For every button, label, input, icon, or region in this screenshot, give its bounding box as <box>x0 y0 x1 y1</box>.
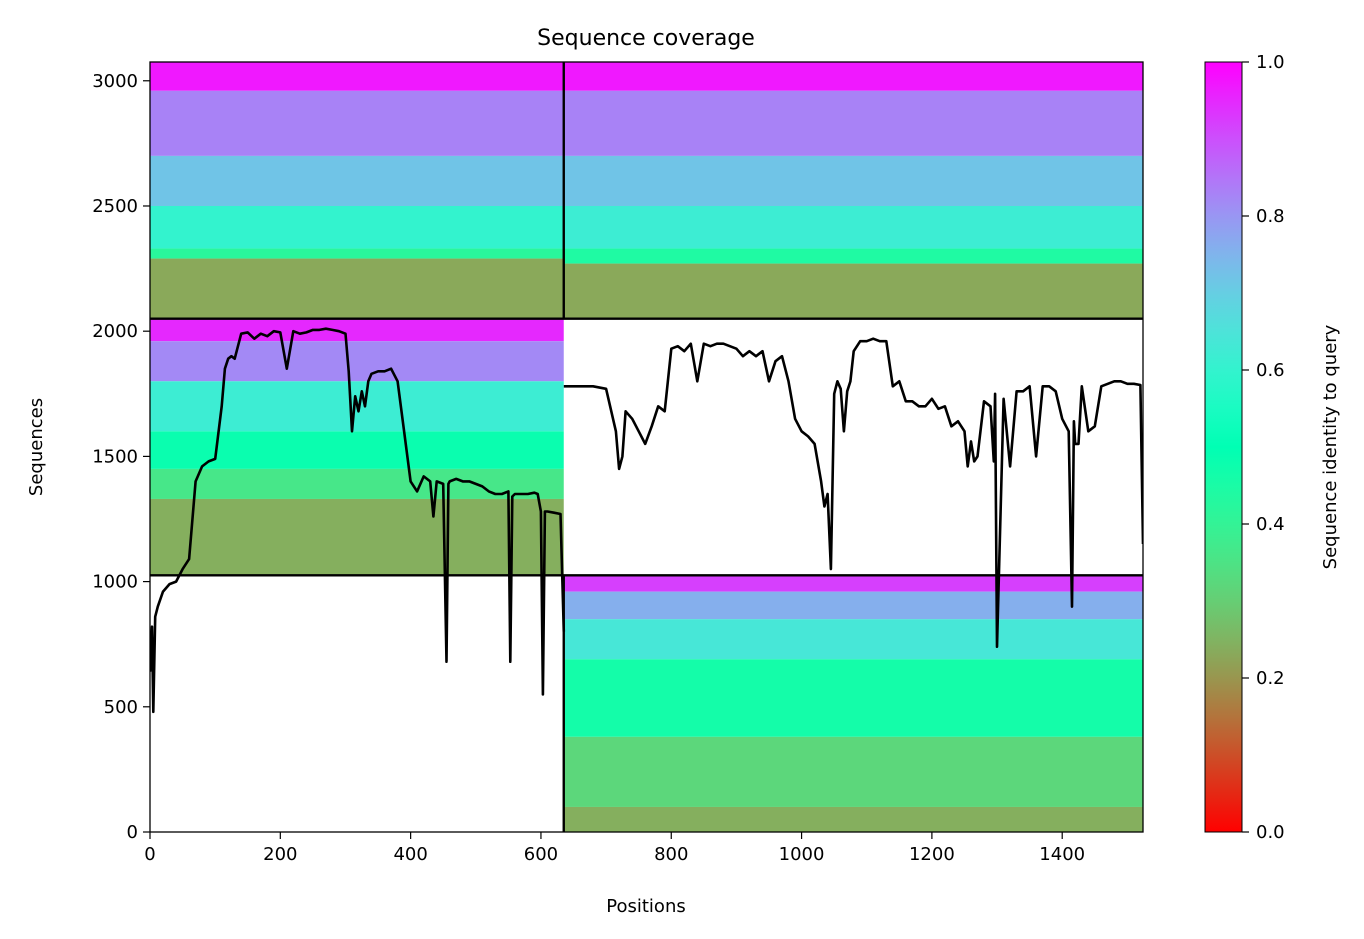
y-axis-label: Sequences <box>26 398 47 496</box>
identity-band <box>150 248 564 259</box>
identity-band <box>563 263 1143 319</box>
x-tick-label: 1000 <box>779 844 825 865</box>
identity-band <box>563 155 1143 206</box>
identity-band <box>150 258 564 319</box>
identity-band <box>150 498 564 576</box>
identity-band <box>563 591 1143 620</box>
y-tick-label: 1000 <box>92 572 138 593</box>
heatmap-blocks <box>150 62 1143 832</box>
colorbar-label: Sequence identity to query <box>1320 324 1341 569</box>
colorbar-tick-label: 0.6 <box>1256 360 1285 381</box>
chart-title: Sequence coverage <box>537 26 755 51</box>
coverage-lines <box>150 327 1143 714</box>
identity-band <box>150 431 564 469</box>
y-tick-label: 2500 <box>92 196 138 217</box>
y-axis-ticks: 0 500 1000 1500 2000 2500 3000 <box>92 71 150 843</box>
block-middle-left <box>150 318 564 576</box>
x-tick-label: 800 <box>654 844 688 865</box>
identity-band <box>563 806 1143 832</box>
y-tick-label: 500 <box>104 697 138 718</box>
x-tick-label: 1200 <box>909 844 955 865</box>
identity-band <box>150 62 564 91</box>
identity-band <box>563 619 1143 660</box>
identity-band <box>150 90 564 156</box>
colorbar-tick-label: 0.2 <box>1256 668 1285 689</box>
identity-band <box>563 575 1143 592</box>
identity-band <box>563 205 1143 249</box>
identity-band <box>150 341 564 382</box>
x-tick-label: 600 <box>524 844 558 865</box>
identity-band <box>150 318 564 342</box>
x-tick-label: 0 <box>144 844 155 865</box>
identity-band <box>563 90 1143 156</box>
x-axis-ticks: 0 200 400 600 800 1000 1200 1400 <box>144 832 1085 865</box>
block-top-right <box>563 62 1143 319</box>
coverage-line-right <box>563 337 1143 649</box>
x-axis-label: Positions <box>606 896 685 917</box>
plot-frame <box>149 61 1144 833</box>
identity-band <box>563 62 1143 91</box>
x-tick-label: 200 <box>263 844 297 865</box>
block-separators <box>150 62 1143 832</box>
colorbar-tick-label: 0.4 <box>1256 514 1285 535</box>
y-tick-label: 3000 <box>92 71 138 92</box>
colorbar-tick-label: 0.0 <box>1256 822 1285 843</box>
colorbar-tick-label: 1.0 <box>1256 52 1285 73</box>
colorbar-tick-label: 0.8 <box>1256 206 1285 227</box>
identity-band <box>150 155 564 206</box>
block-bottom-right <box>563 575 1143 832</box>
identity-band <box>563 248 1143 264</box>
y-tick-label: 0 <box>127 822 138 843</box>
x-tick-label: 1400 <box>1039 844 1085 865</box>
y-tick-label: 1500 <box>92 446 138 467</box>
coverage-line-left <box>150 327 566 714</box>
identity-band <box>563 659 1143 737</box>
y-tick-label: 2000 <box>92 321 138 342</box>
colorbar-ticks: 0.0 0.2 0.4 0.6 0.8 1.0 <box>1242 52 1285 843</box>
colorbar <box>1204 61 1243 833</box>
block-top-left <box>150 62 564 319</box>
x-tick-label: 400 <box>393 844 427 865</box>
identity-band <box>150 205 564 249</box>
identity-band <box>563 736 1143 807</box>
